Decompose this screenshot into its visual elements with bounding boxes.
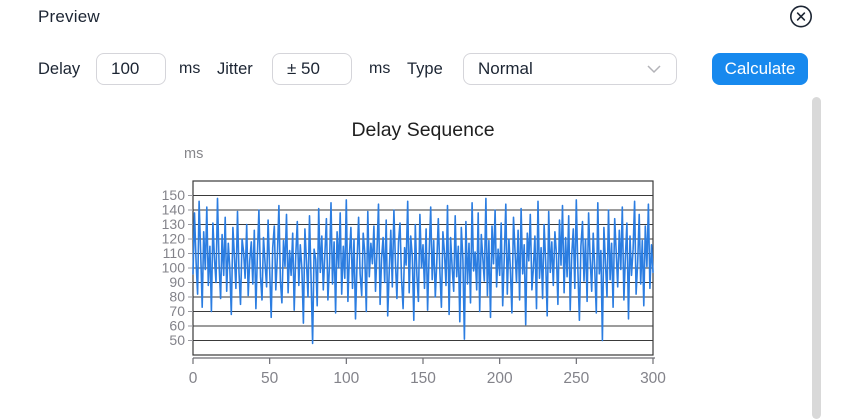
svg-text:0: 0 [189,370,198,387]
jitter-input[interactable] [272,53,352,85]
svg-text:150: 150 [410,370,436,387]
svg-text:150: 150 [162,187,186,203]
svg-text:250: 250 [563,370,589,387]
close-icon [790,5,812,28]
type-select[interactable]: Normal [463,53,677,85]
svg-text:100: 100 [162,260,186,276]
close-button[interactable] [787,3,815,31]
jitter-label: Jitter [217,60,253,78]
svg-text:300: 300 [640,370,666,387]
svg-text:60: 60 [169,318,185,334]
jitter-unit-label: ms [369,60,391,77]
calculate-button[interactable]: Calculate [712,53,808,85]
svg-text:200: 200 [487,370,513,387]
delay-input[interactable] [96,53,166,85]
svg-text:130: 130 [162,216,186,232]
svg-text:120: 120 [162,231,186,247]
svg-text:50: 50 [261,370,279,387]
scrollbar-thumb[interactable] [812,97,821,419]
y-axis-unit-label: ms [184,146,204,162]
chevron-down-icon [647,65,661,74]
svg-text:110: 110 [163,245,186,261]
type-label: Type [407,60,443,78]
svg-text:50: 50 [169,332,185,348]
delay-label: Delay [38,60,81,78]
svg-text:80: 80 [169,289,185,305]
type-select-value: Normal [478,59,533,78]
svg-text:90: 90 [169,274,185,290]
svg-text:140: 140 [162,202,186,218]
delay-unit-label: ms [179,60,201,77]
chart-title: Delay Sequence [351,119,495,141]
svg-text:100: 100 [333,370,359,387]
page-title: Preview [38,7,100,26]
svg-text:70: 70 [169,303,185,319]
